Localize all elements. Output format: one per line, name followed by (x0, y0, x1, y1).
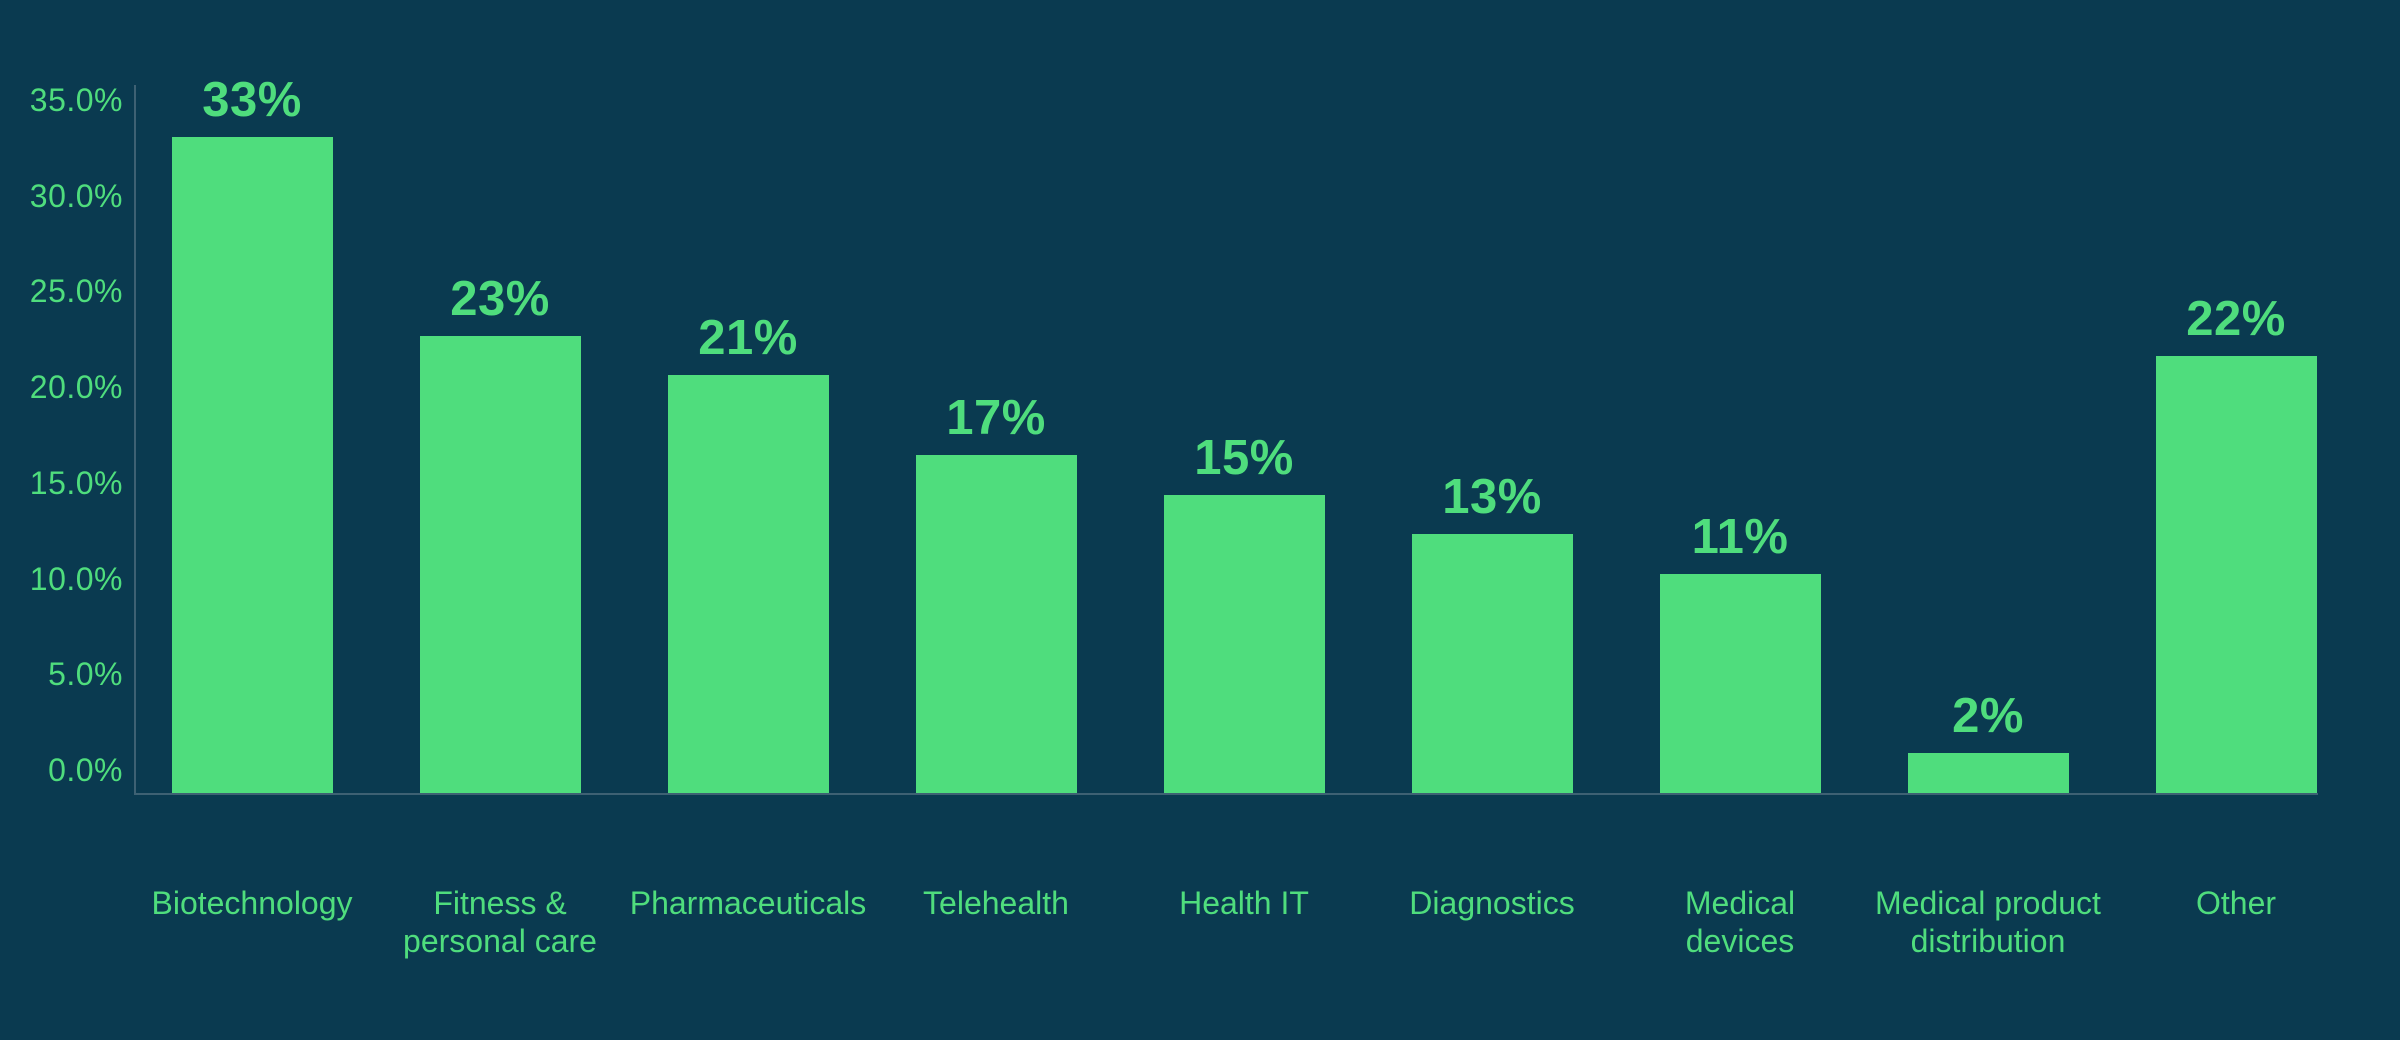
x-category-label-line: Pharmaceuticals (629, 885, 867, 921)
bar-health-it (1163, 494, 1325, 793)
x-category-label-line: distribution (1910, 923, 2066, 959)
x-category-label-line: Diagnostics (1409, 885, 1575, 921)
x-category-label: Telehealth (836, 884, 1156, 922)
y-tick-label: 15.0% (29, 464, 123, 501)
x-category-label: Pharmaceuticals (588, 884, 908, 922)
bar-fitness-personal-care (419, 335, 581, 793)
bar-value-label: 23% (450, 271, 550, 326)
y-tick-label: 35.0% (29, 81, 123, 118)
x-category-label: Medical product distribution (1828, 884, 2148, 960)
y-tick-label: 5.0% (48, 656, 123, 693)
x-category-label: Biotechnology (92, 884, 412, 922)
bar-diagnostics (1411, 534, 1573, 793)
bar-value-label: 2% (1952, 689, 2024, 744)
x-category-label-line: Medical (1684, 885, 1796, 921)
bar-biotechnology (171, 136, 333, 793)
x-category-label: Medical devices (1580, 884, 1900, 960)
x-category-label-line: Telehealth (923, 885, 1069, 921)
bar-value-label: 17% (946, 390, 1046, 445)
bar-value-label: 11% (1691, 510, 1789, 565)
bar-pharmaceuticals (667, 375, 829, 793)
y-axis-line (134, 85, 136, 795)
y-tick-label: 30.0% (29, 177, 123, 214)
x-category-label: Other (2076, 884, 2396, 922)
bar-value-label: 21% (698, 311, 798, 366)
bar-medical-devices (1659, 574, 1821, 793)
x-category-label: Fitness & personal care (340, 884, 660, 960)
bar-value-label: 15% (1194, 430, 1294, 485)
x-category-label-line: Biotechnology (151, 885, 353, 921)
x-category-label: Diagnostics (1332, 884, 1652, 922)
bar-value-label: 33% (202, 72, 302, 127)
x-axis-baseline (134, 793, 2318, 795)
x-category-label-line: Fitness & (433, 885, 567, 921)
bar-medical-product-distribution (1907, 753, 2069, 793)
x-category-label-line: devices (1685, 923, 1795, 959)
y-tick-label: 20.0% (29, 369, 123, 406)
x-category-label-line: Health IT (1179, 885, 1309, 921)
x-category-label-line: personal care (403, 923, 597, 959)
x-category-label-line: Medical product (1875, 885, 2101, 921)
bar-value-label: 13% (1442, 470, 1542, 525)
bar-other (2155, 355, 2317, 793)
y-tick-label: 10.0% (29, 560, 123, 597)
x-category-label: Health IT (1084, 884, 1404, 922)
bar-value-label: 22% (2186, 291, 2286, 346)
x-category-label-line: Other (2195, 885, 2277, 921)
y-tick-label: 0.0% (48, 752, 123, 788)
y-tick-label: 25.0% (29, 273, 123, 310)
bar-telehealth (915, 454, 1077, 793)
